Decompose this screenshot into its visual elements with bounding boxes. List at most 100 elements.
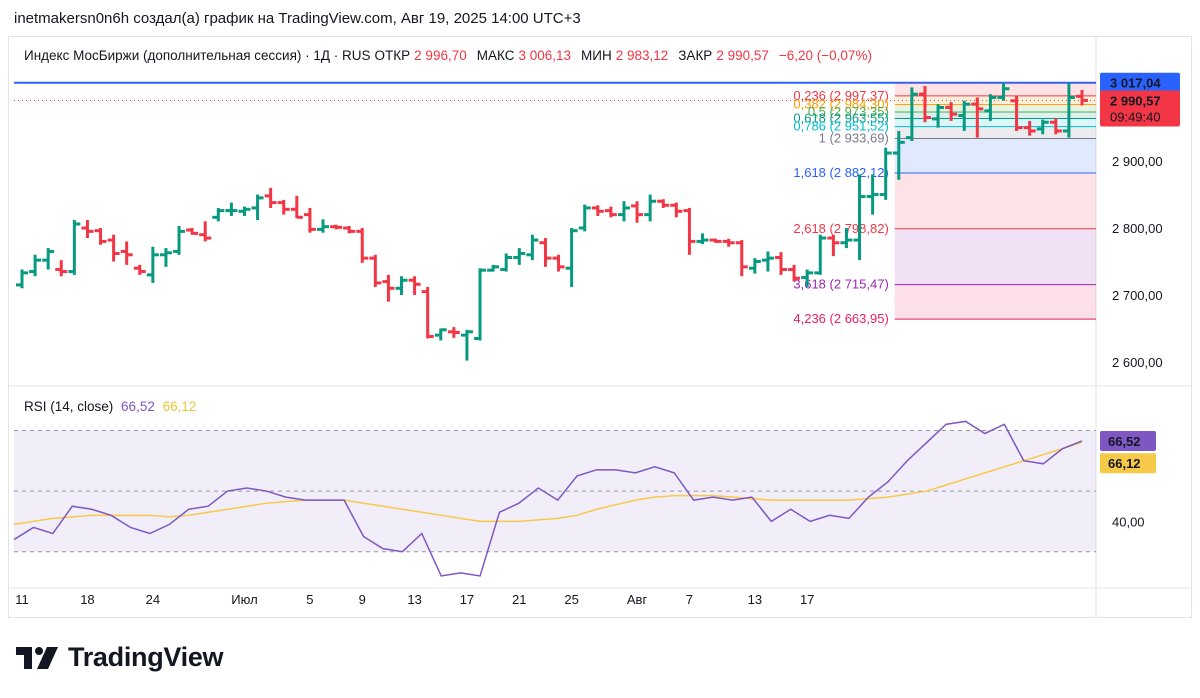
ohlc-bar xyxy=(945,102,958,121)
rsi-label: RSI (14, close) xyxy=(24,399,114,414)
ohlc-bar xyxy=(1049,118,1062,135)
fib-zone xyxy=(894,284,1096,320)
ohlc-bar xyxy=(709,238,722,243)
fib-zone xyxy=(894,173,1096,229)
price-axis-tick: 2 800,00 xyxy=(1112,221,1163,236)
ohlc-bars xyxy=(16,82,1088,361)
ohlc-bar xyxy=(460,329,473,361)
ohlc-bar xyxy=(408,276,421,295)
high-line-badge-text: 3 017,04 xyxy=(1110,76,1161,91)
rsi-value-badge: 66,52 xyxy=(1100,430,1156,451)
open-label: ОТКР xyxy=(374,48,411,63)
fib-level-label: 3,618 (2 715,47) xyxy=(793,277,888,292)
ohlc-bar xyxy=(526,234,539,261)
last-price-badge-text: 2 990,57 xyxy=(1110,93,1161,108)
time-axis-tick: 18 xyxy=(80,592,94,607)
ohlc-bar xyxy=(840,228,853,249)
ohlc-bar xyxy=(552,254,565,272)
ohlc-bar xyxy=(788,264,801,282)
fib-zone xyxy=(894,118,1096,127)
ohlc-bar xyxy=(1062,82,1075,138)
fib-level-label: 0,618 (2 963,55) xyxy=(793,111,888,126)
ohlc-bar xyxy=(29,254,42,277)
ohlc-bar xyxy=(918,86,931,123)
ohlc-bar xyxy=(814,234,827,275)
time-axis-tick: 17 xyxy=(460,592,474,607)
ohlc-bar xyxy=(447,327,460,338)
fib-level-label: 0,382 (2 984,30) xyxy=(793,97,888,112)
high-label: МАКС xyxy=(476,48,515,63)
ohlc-bar xyxy=(264,187,277,208)
rsi-pane xyxy=(13,420,1096,577)
rsi-legend[interactable]: RSI (14, close) 66,52 66,12 xyxy=(24,399,196,414)
ohlc-bar xyxy=(801,269,814,287)
rsi-value-badge-bg xyxy=(1100,430,1156,451)
ohlc-bar xyxy=(356,228,369,263)
fib-level-label: 2,618 (2 798,82) xyxy=(793,221,888,236)
rsi-axis-tick: 40,00 xyxy=(1112,514,1145,529)
rsi-ma-badge-text: 66,12 xyxy=(1108,456,1141,471)
ohlc-bar xyxy=(748,258,761,274)
ohlc-bar xyxy=(277,199,290,215)
close-label: ЗАКР xyxy=(678,48,713,63)
ohlc-bar xyxy=(421,286,434,339)
ohlc-bar xyxy=(591,205,604,216)
rsi-ma-legend-value: 66,12 xyxy=(162,399,197,414)
time-axis-tick: 25 xyxy=(564,592,578,607)
fibonacci-retracement[interactable]: 0,236 (2 997,37)0,382 (2 984,30)0,5 (2 9… xyxy=(793,82,1096,326)
fib-level-label: 0,786 (2 951,52) xyxy=(793,119,888,134)
ohlc-bar xyxy=(1010,95,1023,131)
ohlc-bar xyxy=(303,207,316,233)
ohlc-bar xyxy=(997,82,1010,101)
high-line-badge: 3 017,04 xyxy=(1100,72,1180,93)
fib-level-label: 4,236 (2 663,95) xyxy=(793,311,888,326)
fib-zone xyxy=(894,104,1096,112)
ohlc-bar xyxy=(500,253,513,272)
ohlc-bar xyxy=(186,228,199,235)
ohlc-bar xyxy=(159,248,172,267)
time-axis-tick: 17 xyxy=(800,592,814,607)
axes: 2 600,00 2 700,00 2 800,00 2 900,00 3 017,04… xyxy=(15,72,1180,607)
chart-frame xyxy=(8,36,1192,618)
ohlc-bar xyxy=(94,228,107,245)
ohlc-bar xyxy=(604,206,617,218)
ohlc-bar xyxy=(133,264,146,275)
rsi-line xyxy=(13,420,1083,577)
time-axis-tick: 7 xyxy=(686,592,693,607)
ohlc-bar xyxy=(696,233,709,245)
rsi-ma-badge: 66,12 xyxy=(1100,453,1156,474)
grid-layer xyxy=(8,36,1192,618)
ohlc-bar xyxy=(199,221,212,242)
low-label: МИН xyxy=(581,48,612,63)
ohlc-bar xyxy=(866,174,879,215)
ohlc-bar xyxy=(905,87,918,141)
ohlc-bar xyxy=(513,248,526,265)
ohlc-bar xyxy=(578,204,591,232)
fib-zone xyxy=(894,228,1096,285)
time-axis-tick: 9 xyxy=(359,592,366,607)
time-axis-tick: Авг xyxy=(627,592,648,607)
countdown-text: 09:49:40 xyxy=(1110,109,1161,124)
ohlc-bar xyxy=(434,328,447,341)
ohlc-bar xyxy=(238,206,251,216)
ohlc-bar xyxy=(932,104,945,128)
ohlc-bar xyxy=(212,207,225,222)
ohlc-bar xyxy=(670,202,683,218)
rsi-ma-line xyxy=(13,441,1083,526)
ohlc-bar xyxy=(984,94,997,121)
fib-level-label: 1 (2 933,69) xyxy=(819,131,889,146)
ohlc-bar xyxy=(1036,119,1049,135)
price-axis-tick: 2 700,00 xyxy=(1112,288,1163,303)
tradingview-logo-icon xyxy=(16,646,58,669)
symbol-legend[interactable]: Индекс МосБиржи (дополнительная сессия) … xyxy=(24,48,878,63)
ohlc-bar xyxy=(487,264,500,272)
ohlc-bar xyxy=(657,199,670,208)
rsi-legend-value: 66,52 xyxy=(121,399,155,414)
close-value: 2 990,57 xyxy=(716,48,769,63)
rsi-value-badge-text: 66,52 xyxy=(1108,434,1141,449)
tradingview-logo[interactable]: TradingView xyxy=(14,642,224,673)
high-value: 3 006,13 xyxy=(518,48,572,63)
time-axis-tick: 11 xyxy=(15,592,29,607)
ohlc-bar xyxy=(539,238,552,267)
